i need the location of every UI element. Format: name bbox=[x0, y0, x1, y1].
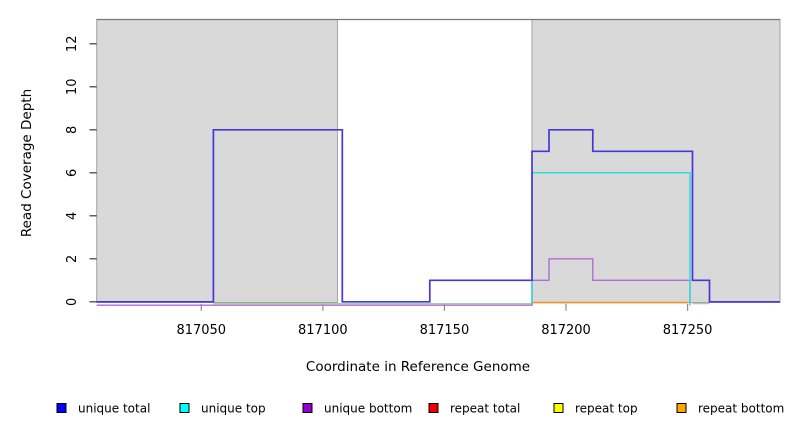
x-axis-label: Coordinate in Reference Genome bbox=[306, 359, 530, 375]
x-tick-label: 817200 bbox=[541, 323, 591, 338]
legend-label-unique-top: unique top bbox=[201, 402, 266, 416]
legend-label-repeat-total: repeat total bbox=[450, 402, 520, 416]
series-lines bbox=[96, 128, 780, 306]
shaded-region-2 bbox=[531, 19, 781, 303]
legend-swatch-unique-total bbox=[56, 403, 67, 413]
y-tick-label: 10 bbox=[65, 79, 80, 96]
legend-label-unique-bottom: unique bottom bbox=[324, 402, 412, 416]
shaded-regions bbox=[96, 19, 781, 303]
legend-label-unique-total: unique total bbox=[78, 402, 150, 416]
shaded-region-1 bbox=[96, 19, 338, 303]
y-tick-label: 12 bbox=[65, 36, 80, 53]
x-tick-label: 817050 bbox=[176, 323, 226, 338]
y-tick-label: 4 bbox=[65, 212, 80, 220]
legend-swatch-unique-bottom bbox=[302, 403, 313, 413]
legend-swatch-unique-top bbox=[179, 403, 190, 413]
x-tick-label: 817150 bbox=[420, 323, 470, 338]
x-tick-label: 817250 bbox=[663, 323, 713, 338]
legend-swatch-repeat-total bbox=[428, 403, 439, 413]
legend: unique total unique top unique bottom repea… bbox=[56, 402, 784, 416]
y-tick-label: 0 bbox=[65, 298, 80, 306]
legend-swatch-repeat-top bbox=[553, 403, 564, 413]
y-tick-label: 8 bbox=[65, 126, 80, 134]
legend-label-repeat-bottom: repeat bottom bbox=[698, 402, 784, 416]
legend-label-repeat-top: repeat top bbox=[575, 402, 638, 416]
series-line-unique-total bbox=[96, 128, 780, 303]
axes: 0 2 4 6 8 10 12 817050 817100 817150 817200 817250 bbox=[65, 18, 780, 338]
legend-swatch-repeat-bottom bbox=[676, 403, 687, 413]
y-tick-label: 2 bbox=[65, 255, 80, 263]
x-tick-label: 817100 bbox=[298, 323, 348, 338]
y-axis-label: Read Coverage Depth bbox=[19, 89, 35, 237]
y-tick-label: 6 bbox=[65, 169, 80, 177]
